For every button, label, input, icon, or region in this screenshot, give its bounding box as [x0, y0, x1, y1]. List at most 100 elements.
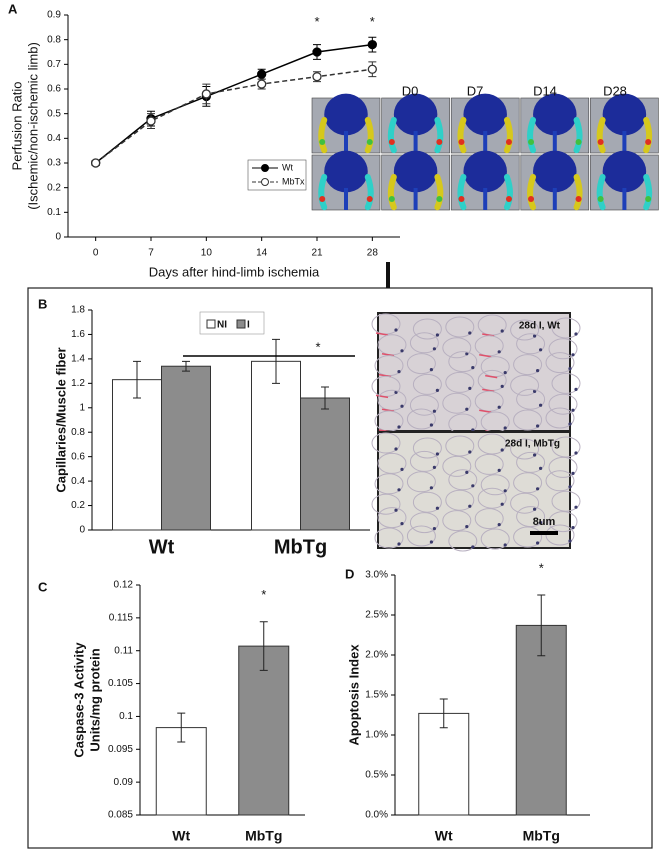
- data-point: [312, 47, 322, 57]
- hot-spot: [575, 196, 582, 202]
- nucleus: [397, 488, 401, 492]
- muscle-fiber: [513, 354, 543, 376]
- error-bar: [259, 621, 268, 671]
- hot-spot: [575, 139, 582, 145]
- tail: [413, 188, 418, 210]
- tail: [344, 131, 348, 153]
- y-axis-label: (Ischemic/non-ischemic limb): [25, 42, 40, 210]
- mouse-body: [324, 150, 368, 193]
- mouse-body: [463, 93, 507, 136]
- muscle-fiber: [412, 373, 442, 395]
- nucleus: [536, 541, 540, 545]
- nucleus: [497, 405, 501, 409]
- y-tick-label: 0.0%: [365, 810, 388, 821]
- muscle-fiber: [477, 433, 507, 455]
- nucleus: [574, 451, 578, 455]
- mouse-limb: [503, 174, 513, 211]
- mouse-limb: [457, 117, 467, 154]
- nucleus: [465, 407, 469, 411]
- nucleus: [533, 334, 537, 338]
- nucleus: [471, 366, 475, 370]
- tail: [483, 131, 488, 153]
- data-point: [257, 69, 267, 79]
- nucleus: [397, 425, 401, 429]
- nucleus: [429, 486, 433, 490]
- image-label: D7: [467, 83, 484, 98]
- y-tick-label: 1.6: [71, 329, 85, 340]
- mouse-limb: [364, 174, 374, 211]
- y-axis-label: Apoptosis Index: [346, 644, 361, 746]
- x-tick-label: MbTg: [245, 828, 282, 844]
- muscle-fiber: [448, 469, 478, 491]
- legend-label: NI: [217, 320, 227, 331]
- hot-spot: [436, 196, 443, 202]
- nucleus: [536, 487, 540, 491]
- nucleus: [574, 505, 578, 509]
- hot-spot: [319, 139, 326, 145]
- muscle-fiber: [480, 528, 510, 550]
- nucleus: [497, 350, 501, 354]
- y-tick-label: 0.8: [71, 427, 85, 438]
- nucleus: [465, 470, 469, 474]
- muscle-fiber: [445, 371, 475, 393]
- tail: [483, 188, 488, 210]
- muscle-fiber: [442, 455, 472, 477]
- y-tick-label: 0.3: [47, 158, 61, 169]
- nucleus: [497, 468, 501, 472]
- nucleus: [429, 423, 433, 427]
- nucleus: [568, 422, 572, 426]
- hot-spot: [645, 139, 652, 145]
- bar: [251, 360, 301, 531]
- capillary: [479, 409, 492, 413]
- nucleus: [574, 332, 578, 336]
- series-line: [95, 43, 373, 164]
- x-tick-label: 28: [367, 248, 379, 259]
- nucleus: [539, 348, 543, 352]
- y-tick-label: 0.8: [47, 34, 61, 45]
- scale-bar: [530, 531, 558, 535]
- y-tick-label: 0.5: [47, 108, 61, 119]
- muscle-fiber: [548, 511, 578, 533]
- nucleus: [497, 523, 501, 527]
- nucleus: [571, 408, 575, 412]
- muscle-fiber: [510, 319, 540, 341]
- mouse-limb: [596, 174, 606, 211]
- nucleus: [432, 465, 436, 469]
- muscle-fiber: [510, 374, 540, 396]
- y-tick-label: 0.6: [47, 84, 61, 95]
- y-tick-label: 0.1: [119, 711, 133, 722]
- significance-mark: *: [315, 339, 320, 354]
- x-tick-label: 0: [93, 248, 99, 259]
- bar: [161, 365, 211, 531]
- muscle-fiber: [474, 453, 504, 475]
- hot-spot: [458, 196, 465, 202]
- y-tick-label: 0.095: [108, 744, 133, 755]
- nucleus: [471, 484, 475, 488]
- data-point: [201, 89, 211, 99]
- nucleus: [468, 331, 472, 335]
- x-tick-label: MbTg: [274, 536, 327, 558]
- mouse-body: [393, 150, 438, 193]
- y-tick-label: 0.7: [47, 59, 61, 70]
- mouse-limb: [643, 117, 653, 154]
- y-axis-label: Perfusion Ratio: [9, 82, 24, 171]
- tail: [622, 188, 627, 210]
- image-label: D28: [603, 83, 627, 98]
- muscle-fiber: [409, 450, 439, 472]
- nucleus: [571, 526, 575, 530]
- muscle-fiber: [448, 351, 478, 373]
- x-tick-label: Wt: [149, 536, 175, 558]
- y-tick-label: 0.6: [71, 451, 85, 462]
- muscle-fiber: [516, 451, 546, 473]
- muscle-fiber: [442, 392, 472, 414]
- nucleus: [471, 428, 475, 432]
- y-tick-label: 0.11: [114, 645, 133, 656]
- muscle-fiber: [406, 525, 436, 547]
- muscle-fiber: [551, 490, 581, 512]
- legend-swatch: [206, 319, 216, 329]
- image-label: 28d I, Wt: [519, 321, 561, 332]
- muscle-fiber: [513, 472, 543, 494]
- nucleus: [571, 353, 575, 357]
- muscle-fiber: [516, 506, 546, 528]
- y-tick-label: 0.2: [47, 182, 61, 193]
